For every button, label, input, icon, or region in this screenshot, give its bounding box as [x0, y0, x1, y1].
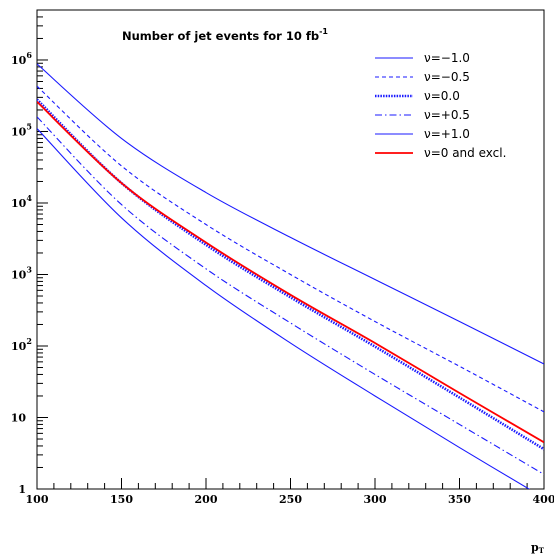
y-tick-label: 1 [18, 483, 26, 496]
x-tick-label: 100 [26, 493, 49, 506]
legend-label: ν=0.0 [424, 89, 460, 103]
x-tick-label: 300 [364, 493, 387, 506]
legend-label: ν=−0.5 [424, 70, 470, 84]
x-tick-label: 350 [448, 493, 471, 506]
axis-ticks [36, 9, 545, 490]
series-line [37, 98, 544, 451]
series-line [37, 116, 544, 475]
legend-label: ν=+0.5 [424, 108, 470, 122]
x-tick-label: 200 [195, 493, 218, 506]
x-tick-label: 150 [110, 493, 133, 506]
chart-title: Number of jet events for 10 fb-1 [122, 27, 328, 43]
series-line [37, 85, 544, 413]
tick-labels: 100 150 200 250 300 350 400 1 10 102 103 104 105 106 [11, 50, 554, 506]
y-tick-label: 10 [11, 411, 27, 424]
legend-label: ν=−1.0 [424, 51, 470, 65]
legend: ν=−1.0 ν=−0.5 ν=0.0 ν=+0.5 ν=+1.0 ν=0 and exc… [375, 51, 506, 160]
y-tick-label: 104 [11, 193, 32, 210]
x-axis-label: pT [531, 541, 545, 555]
x-tick-label: 400 [533, 493, 554, 506]
y-tick-label: 106 [11, 50, 32, 67]
x-tick-label: 250 [279, 493, 302, 506]
series-line [37, 128, 531, 489]
y-tick-label: 102 [11, 336, 32, 353]
series-layer [37, 63, 544, 489]
legend-label: ν=0 and excl. [424, 146, 506, 160]
legend-label: ν=+1.0 [424, 127, 470, 141]
y-tick-label: 103 [11, 264, 32, 281]
y-tick-label: 105 [11, 121, 32, 138]
series-line [37, 63, 544, 365]
series-line [37, 101, 544, 444]
